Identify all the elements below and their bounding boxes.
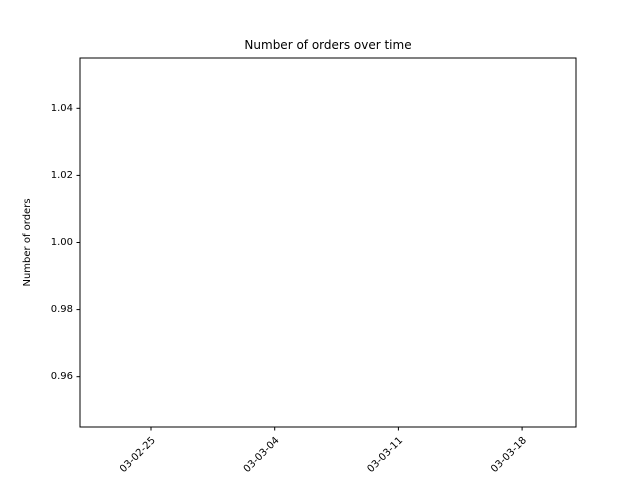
y-tick-label: 1.04 bbox=[51, 103, 73, 114]
x-tick-label: 03-03-18 bbox=[489, 435, 529, 475]
x-tick-label: 03-02-25 bbox=[118, 435, 158, 475]
x-axis-ticks: 03-02-25 03-03-04 03-03-11 03-03-18 bbox=[118, 427, 529, 475]
y-tick-label: 0.98 bbox=[51, 304, 73, 315]
y-axis-ticks: 0.96 0.98 1.00 1.02 1.04 bbox=[51, 103, 80, 382]
plot-area-frame bbox=[79, 57, 577, 428]
y-tick-label: 0.96 bbox=[51, 371, 73, 382]
x-tick-label: 03-03-04 bbox=[242, 435, 282, 475]
y-axis-label: Number of orders bbox=[22, 198, 33, 286]
y-tick-label: 1.00 bbox=[51, 237, 73, 248]
x-tick-label: 03-03-11 bbox=[365, 435, 405, 475]
chart-title: Number of orders over time bbox=[244, 38, 411, 52]
y-tick-label: 1.02 bbox=[51, 170, 73, 181]
